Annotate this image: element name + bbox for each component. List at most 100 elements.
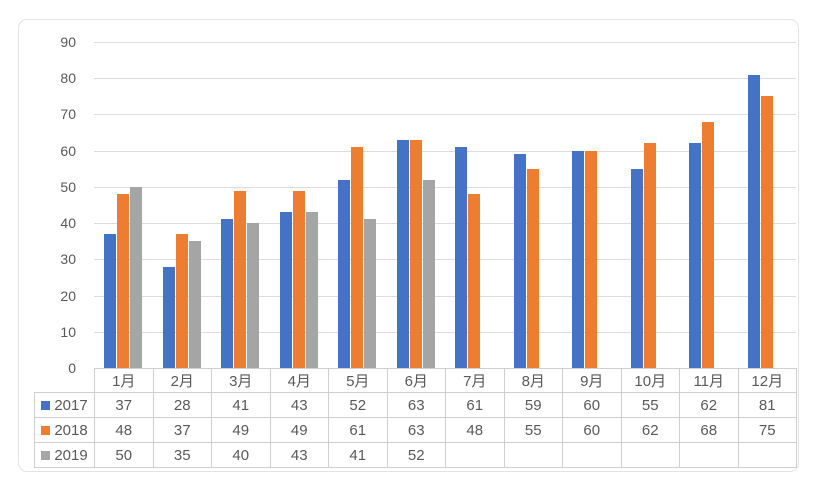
bar-2017-4月[interactable] [279,212,292,368]
table-month-header-2月: 2月 [152,368,212,393]
bar-2018-1月[interactable] [117,194,130,368]
table-cell-2019-5月: 41 [328,442,388,468]
table-month-header-12月: 12月 [737,368,797,393]
table-cell-2017-3月: 41 [211,392,271,418]
bar-group-8月 [504,42,563,368]
table-cell-2018-6月: 63 [386,417,446,443]
bar-2017-2月[interactable] [162,267,175,368]
y-axis-tick-label: 40 [60,215,76,231]
table-cell-2019-6月: 52 [386,442,446,468]
table-cell-2018-7月: 48 [445,417,505,443]
bar-2018-3月[interactable] [234,191,247,368]
table-row-2017: 2017 37 28 41 43 52 63 61 59 60 55 62 81 [34,392,797,418]
y-axis-tick-label: 30 [60,251,76,267]
table-month-header-10月: 10月 [620,368,680,393]
chart-panel[interactable]: 0 10 20 30 40 50 60 70 80 90 1月 2月 3月 4月 5月 6月 7月 8月 9月 10… [18,19,799,472]
bar-2017-6月[interactable] [396,140,409,368]
bar-2018-9月[interactable] [585,151,598,368]
table-month-header-4月: 4月 [269,368,329,393]
bar-2018-6月[interactable] [409,140,422,368]
bar-2019-5月[interactable] [364,219,377,368]
bar-2017-9月[interactable] [572,151,585,368]
table-cell-2017-5月: 52 [328,392,388,418]
legend-label: 2018 [54,421,88,439]
table-month-header-9月: 9月 [562,368,622,393]
table-cell-2018-8月: 55 [503,417,563,443]
bar-2017-10月[interactable] [630,169,643,368]
bar-2017-11月[interactable] [689,143,702,368]
table-cell-2017-9月: 60 [562,392,622,418]
bar-2018-4月[interactable] [292,191,305,368]
bar-2019-2月[interactable] [188,241,201,368]
legend-swatch-2018 [41,425,51,435]
table-month-header-3月: 3月 [211,368,271,393]
bar-2017-5月[interactable] [338,180,351,368]
table-cell-2018-2月: 37 [152,417,212,443]
gridline-90 [94,42,796,43]
table-cell-2018-10月: 62 [620,417,680,443]
table-cell-2018-9月: 60 [562,417,622,443]
bar-2019-6月[interactable] [422,180,435,368]
bar-group-2月 [153,42,212,368]
table-cell-2019-3月: 40 [211,442,271,468]
legend-key-2017[interactable]: 2017 [34,392,95,418]
bar-2017-3月[interactable] [221,219,234,368]
legend-swatch-2019 [41,450,51,460]
y-axis-tick-label: 60 [60,143,76,159]
y-axis-tick-label: 90 [60,34,76,50]
gridline-80 [94,78,796,79]
table-cell-2017-4月: 43 [269,392,329,418]
gridline-20 [94,296,796,297]
legend-swatch-2017 [41,400,51,410]
gridline-50 [94,187,796,188]
table-cell-2018-11月: 68 [679,417,739,443]
table-cell-2017-8月: 59 [503,392,563,418]
bar-group-7月 [445,42,504,368]
gridline-40 [94,223,796,224]
y-axis-tick-label: 50 [60,179,76,195]
table-cell-2017-10月: 55 [620,392,680,418]
table-row-2018: 2018 48 37 49 49 61 63 48 55 60 62 68 75 [34,417,797,443]
table-cell-2019-7月 [445,442,505,468]
bar-2018-11月[interactable] [702,122,715,368]
table-cell-2017-6月: 63 [386,392,446,418]
y-axis-tick-label: 80 [60,70,76,86]
bar-2018-10月[interactable] [643,143,656,368]
bar-2018-12月[interactable] [760,96,773,368]
gridline-60 [94,151,796,152]
bar-2019-4月[interactable] [305,212,318,368]
bar-2018-5月[interactable] [351,147,364,368]
gridline-10 [94,332,796,333]
table-cell-2017-1月: 37 [94,392,154,418]
table-cell-2018-5月: 61 [328,417,388,443]
bar-2019-3月[interactable] [247,223,260,368]
bar-2017-12月[interactable] [747,75,760,368]
legend-label: 2019 [54,446,88,464]
legend-label: 2017 [54,396,88,414]
bar-2017-1月[interactable] [104,234,117,368]
legend-key-2018[interactable]: 2018 [34,417,95,443]
bar-2017-7月[interactable] [455,147,468,368]
bar-group-4月 [270,42,329,368]
bar-2019-1月[interactable] [130,187,143,368]
table-cell-2019-2月: 35 [152,442,212,468]
bar-group-5月 [328,42,387,368]
bar-2018-8月[interactable] [526,169,539,368]
y-axis-tick-label: 70 [60,106,76,122]
bar-2018-2月[interactable] [175,234,188,368]
table-row-2019: 2019 50 35 40 43 41 52 [34,442,797,468]
legend-key-2019[interactable]: 2019 [34,442,95,468]
table-cell-2019-9月 [562,442,622,468]
table-cell-2019-12月 [737,442,797,468]
bar-2018-7月[interactable] [468,194,481,368]
bar-group-11月 [679,42,738,368]
table-month-header-7月: 7月 [445,368,505,393]
table-month-header-5月: 5月 [328,368,388,393]
table-cell-2017-12月: 81 [737,392,797,418]
bar-group-10月 [621,42,680,368]
table-cell-2019-1月: 50 [94,442,154,468]
bar-2017-8月[interactable] [513,154,526,368]
table-month-header-11月: 11月 [679,368,739,393]
table-cell-2017-2月: 28 [152,392,212,418]
